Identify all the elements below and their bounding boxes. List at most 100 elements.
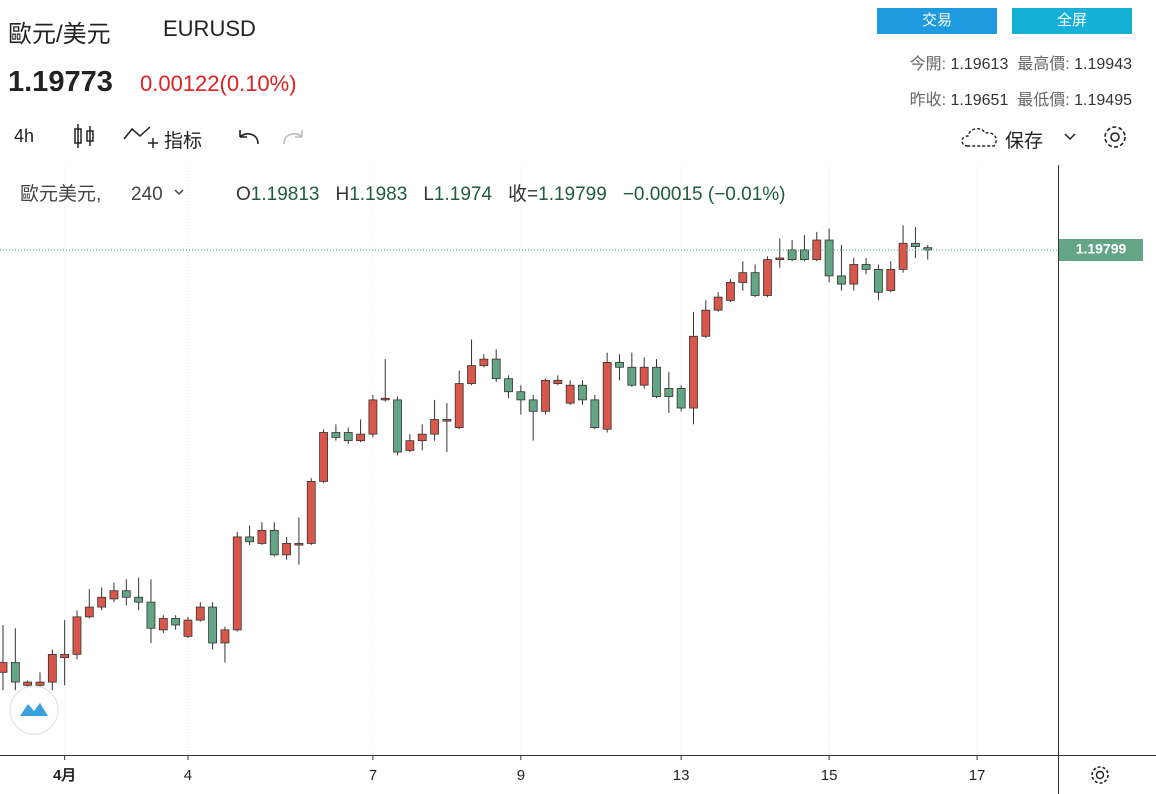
candle: [676, 385, 686, 412]
legend-value: 1.19799: [538, 184, 607, 205]
candle: [664, 372, 674, 413]
candle: [491, 349, 501, 382]
legend-label: L: [423, 184, 434, 205]
candle: [837, 244, 846, 291]
candle: [393, 396, 402, 456]
candle: [331, 424, 341, 441]
candle: [343, 427, 353, 444]
legend-chevron: [174, 189, 184, 196]
candle: [245, 525, 255, 546]
indicator-button[interactable]: 指标: [164, 131, 203, 152]
candle: [652, 359, 661, 399]
candle: [158, 615, 168, 634]
candle-body: [738, 272, 748, 283]
undo-redo-icons[interactable]: [236, 124, 306, 150]
candle-body: [565, 384, 575, 404]
candle-body: [257, 529, 267, 544]
candle-body: [442, 419, 452, 422]
candle-body: [516, 391, 526, 401]
candle: [10, 628, 20, 691]
candle: [528, 394, 538, 441]
candle-body: [368, 399, 378, 435]
candle-body: [824, 239, 834, 277]
x-tick-label: 4: [184, 767, 192, 784]
indicator-icon[interactable]: [122, 121, 162, 151]
candle-body: [405, 440, 415, 451]
candle: [578, 380, 587, 405]
candle: [726, 279, 735, 303]
candle-body: [393, 399, 402, 453]
candle-body: [220, 629, 230, 644]
candle: [417, 424, 427, 451]
candle-body: [158, 618, 168, 631]
candle: [565, 380, 575, 405]
x-tick-label: 7: [369, 767, 377, 784]
candle: [47, 649, 57, 691]
x-tick-label: 9: [517, 767, 525, 784]
candle-body: [898, 242, 908, 270]
candle: [430, 399, 439, 441]
legend-ohlc: O1.19813 H1.1983 L1.1974 收=1.19799 −0.00015 …: [236, 183, 786, 205]
candle: [257, 522, 267, 546]
candle: [553, 375, 563, 386]
candle-body: [713, 296, 723, 311]
x-tick-label: 17: [969, 767, 986, 784]
candle: [294, 517, 304, 565]
save-menu-gear[interactable]: [1060, 126, 1130, 150]
candle-body: [97, 596, 107, 608]
candle-body: [837, 275, 846, 285]
candle-type-icon[interactable]: [70, 121, 100, 151]
candle-body: [750, 272, 760, 296]
candle-body: [615, 361, 624, 368]
candle: [269, 522, 279, 557]
fullscreen-button[interactable]: 全屏: [1012, 8, 1132, 34]
candle-body: [602, 361, 612, 430]
candle-body: [800, 249, 809, 261]
candle-body: [319, 432, 328, 482]
candle-body: [467, 365, 476, 384]
legend-label: H: [335, 184, 349, 205]
candle-body: [541, 379, 550, 412]
candle-body: [849, 264, 859, 285]
candle: [84, 589, 94, 619]
candle-body: [664, 388, 674, 398]
candle-body: [886, 268, 896, 292]
candle-body: [47, 653, 57, 683]
candle-body: [775, 257, 785, 261]
candle-body: [146, 601, 156, 629]
candle-body: [171, 618, 181, 626]
stats-row: 昨收: 1.19651 最低價: 1.19495: [910, 86, 1132, 110]
interval-button[interactable]: 4h: [14, 126, 35, 146]
candle-body: [689, 335, 698, 409]
candle: [380, 359, 390, 402]
candle-body: [627, 366, 637, 386]
candle: [800, 235, 809, 262]
candle: [713, 292, 723, 312]
x-tick-label: 4月: [53, 767, 76, 784]
candle-body: [504, 378, 513, 393]
trade-button[interactable]: 交易: [877, 8, 997, 34]
settings-gear[interactable]: [1091, 766, 1109, 784]
candle-body: [874, 268, 883, 293]
instrument-symbol: EURUSD: [163, 16, 256, 41]
candle: [146, 579, 156, 643]
candle-body: [553, 379, 563, 384]
candle: [72, 610, 82, 660]
candle-body: [269, 529, 279, 556]
cloud-icon[interactable]: [960, 124, 1002, 150]
candle: [541, 378, 550, 415]
legend-label: O: [236, 184, 251, 205]
candle: [183, 616, 193, 639]
candle: [911, 226, 920, 258]
candle: [689, 311, 698, 425]
save-button[interactable]: 保存: [1005, 131, 1044, 152]
candle: [195, 602, 205, 622]
candle: [454, 370, 464, 430]
candle-body: [306, 481, 316, 544]
candle-body: [911, 242, 920, 247]
candle: [134, 577, 144, 611]
candle-body: [35, 681, 45, 686]
candle-body: [356, 433, 365, 442]
